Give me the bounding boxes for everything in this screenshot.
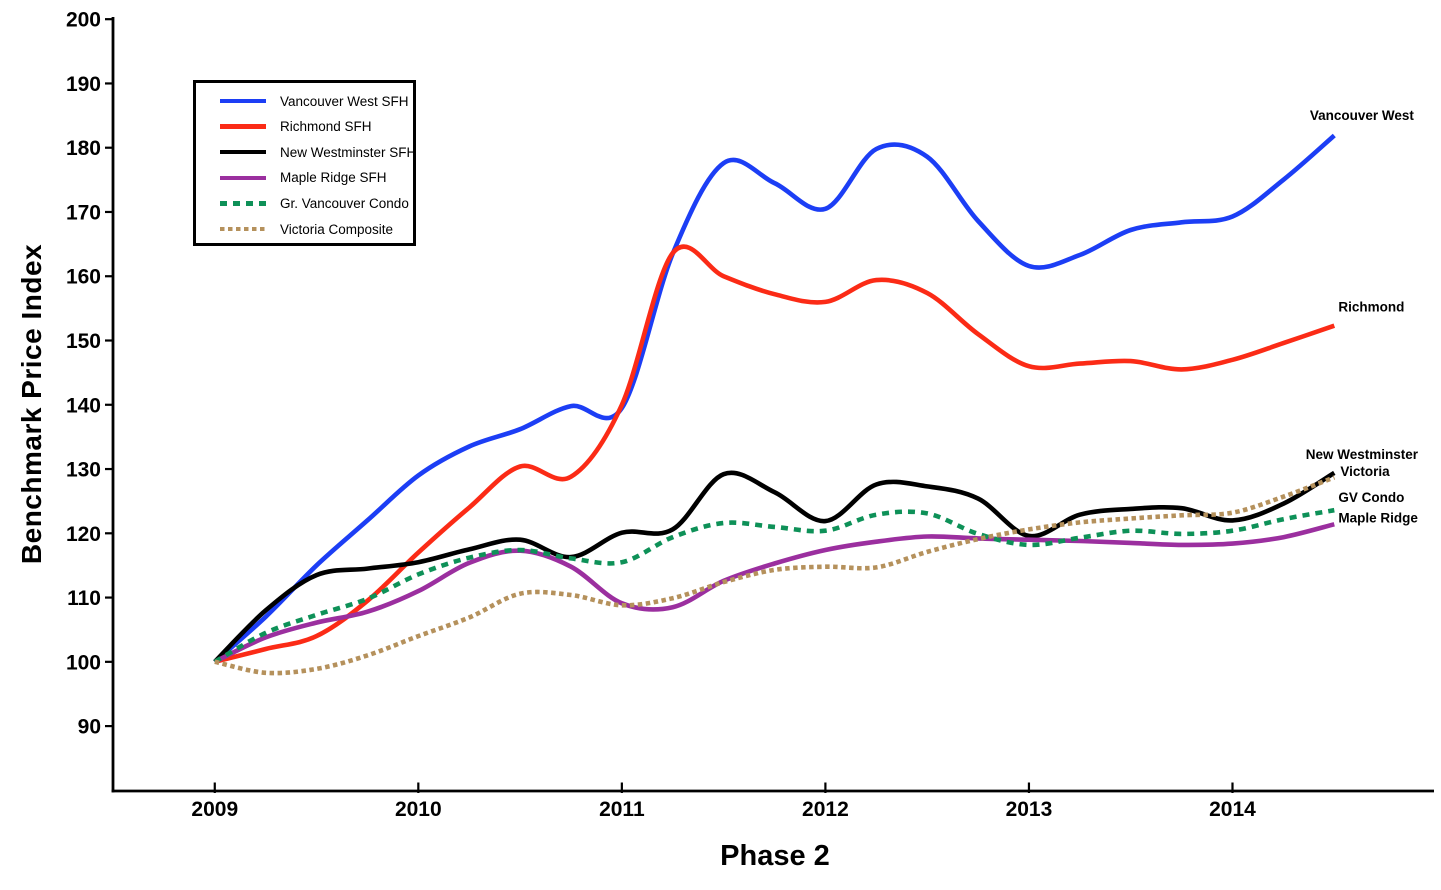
x-tick-label: 2010: [395, 798, 442, 821]
legend-item-label: Vancouver West SFH: [280, 93, 409, 109]
y-tick-label: 170: [66, 201, 101, 224]
y-tick-label: 100: [66, 651, 101, 674]
legend-item-label: Richmond SFH: [280, 119, 372, 135]
series-line-victoria: [214, 475, 1336, 676]
legend-line-sample: [220, 149, 266, 155]
legend-line-sample: [220, 201, 266, 206]
legend-item: New Westminster SFH: [196, 142, 417, 162]
x-tick-label: 2009: [191, 798, 238, 821]
legend-item: Victoria Composite: [196, 219, 413, 239]
legend-item: Richmond SFH: [196, 117, 413, 137]
legend-item-label: Victoria Composite: [280, 221, 394, 237]
y-tick-label: 160: [66, 266, 101, 289]
legend-item: Vancouver West SFH: [196, 91, 413, 111]
y-tick-label: 140: [66, 394, 101, 417]
y-tick-label: 190: [66, 73, 101, 96]
x-tick-label: 2013: [1006, 798, 1053, 821]
legend-line-sample: [220, 124, 266, 129]
legend-item-label: New Westminster SFH: [280, 144, 417, 160]
series-end-label: Victoria: [1340, 464, 1390, 479]
series-end-label: Richmond: [1338, 300, 1404, 315]
x-tick-label: 2011: [599, 798, 645, 821]
y-tick-label: 150: [66, 330, 101, 353]
series-line-richmond: [214, 244, 1336, 665]
y-tick-label: 120: [66, 523, 101, 546]
legend-item: Gr. Vancouver Condo: [196, 193, 413, 213]
series-end-label: GV Condo: [1338, 490, 1404, 505]
legend-item-label: Maple Ridge SFH: [280, 170, 387, 186]
series-line-new-westminster: [213, 470, 1336, 664]
y-tick-label: 180: [66, 137, 101, 160]
x-axis-title: Phase 2: [720, 840, 830, 872]
series-line-vancouver-west: [213, 133, 1336, 664]
y-axis-title: Benchmark Price Index: [16, 243, 47, 565]
legend-item: Maple Ridge SFH: [196, 168, 413, 188]
legend-item-label: Gr. Vancouver Condo: [280, 195, 409, 211]
series-end-label: New Westminster: [1306, 447, 1419, 462]
legend-line-sample: [220, 226, 266, 232]
x-tick-label: 2014: [1209, 798, 1256, 821]
y-tick-label: 110: [67, 587, 101, 610]
series-line-maple-ridge: [213, 522, 1335, 664]
series-end-label: Maple Ridge: [1338, 510, 1418, 525]
series-end-label: Vancouver West: [1310, 108, 1415, 123]
x-tick-label: 2012: [802, 798, 849, 821]
y-tick-label: 130: [66, 459, 101, 482]
legend-line-sample: [220, 175, 266, 181]
series-line-gv-condo: [213, 507, 1335, 664]
y-tick-label: 90: [78, 716, 101, 739]
legend-line-sample: [220, 98, 266, 104]
legend: Vancouver West SFH Richmond SFH New West…: [193, 80, 416, 246]
y-tick-label: 200: [66, 9, 101, 32]
